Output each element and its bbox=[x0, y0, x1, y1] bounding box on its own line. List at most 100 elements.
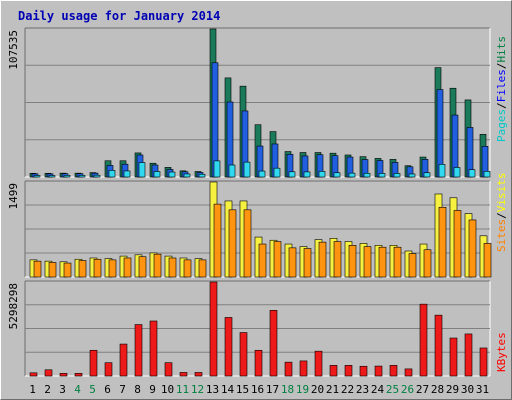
x-tick-label-day-14: 14 bbox=[221, 383, 235, 396]
bar-kbytes-day-27 bbox=[419, 303, 428, 377]
legend-separator: / bbox=[495, 102, 508, 109]
bar-pages-day-27 bbox=[423, 172, 431, 178]
bar-pages-day-9 bbox=[153, 171, 161, 178]
bar-kbytes-day-28 bbox=[434, 314, 443, 377]
x-tick-label-day-23: 23 bbox=[356, 383, 369, 396]
x-tick-label-day-4: 4 bbox=[74, 383, 81, 396]
bar-kbytes-day-22 bbox=[344, 365, 353, 377]
bar-sites-day-4 bbox=[78, 260, 87, 278]
bar-sites-day-14 bbox=[228, 209, 237, 278]
bar-sites-day-5 bbox=[93, 258, 102, 278]
legend-entry-pages: Pages bbox=[495, 109, 508, 142]
bar-sites-day-18 bbox=[288, 247, 297, 278]
bar-sites-day-31 bbox=[483, 243, 492, 278]
bar-pages-day-2 bbox=[48, 175, 56, 178]
bar-sites-day-27 bbox=[423, 249, 432, 278]
bar-sites-day-12 bbox=[198, 259, 207, 278]
bar-pages-day-22 bbox=[348, 172, 356, 178]
x-tick-label-day-2: 2 bbox=[44, 383, 51, 396]
bar-pages-day-14 bbox=[228, 164, 236, 178]
bar-kbytes-day-15 bbox=[239, 332, 248, 377]
x-tick-label-day-8: 8 bbox=[134, 383, 141, 396]
panel-max-label: 1499 bbox=[7, 183, 20, 210]
x-tick-label-day-31: 31 bbox=[476, 383, 489, 396]
bar-sites-day-24 bbox=[378, 246, 387, 278]
bar-sites-day-20 bbox=[318, 241, 327, 278]
bar-sites-day-2 bbox=[48, 262, 57, 278]
bar-pages-day-15 bbox=[243, 161, 251, 178]
x-tick-label-day-16: 16 bbox=[251, 383, 264, 396]
bar-kbytes-day-18 bbox=[284, 361, 293, 377]
x-tick-label-day-15: 15 bbox=[236, 383, 249, 396]
x-tick-label-day-24: 24 bbox=[371, 383, 385, 396]
bar-pages-day-11 bbox=[183, 173, 191, 178]
bar-kbytes-day-5 bbox=[89, 349, 98, 377]
bar-pages-day-12 bbox=[198, 173, 206, 178]
panel-legend: Pages/Files/Hits bbox=[495, 36, 508, 142]
x-tick-label-day-10: 10 bbox=[161, 383, 174, 396]
bar-kbytes-day-14 bbox=[224, 317, 233, 377]
panel-max-label: 5298298 bbox=[7, 283, 20, 329]
bar-pages-day-23 bbox=[363, 172, 371, 178]
x-tick-label-day-12: 12 bbox=[191, 383, 204, 396]
bar-kbytes-day-7 bbox=[119, 343, 128, 377]
bar-pages-day-10 bbox=[168, 171, 176, 178]
bar-kbytes-day-3 bbox=[59, 373, 68, 377]
bar-kbytes-day-10 bbox=[164, 362, 173, 377]
bar-kbytes-day-31 bbox=[479, 347, 488, 377]
bar-kbytes-day-16 bbox=[254, 349, 263, 377]
chart-title: Daily usage for January 2014 bbox=[18, 9, 221, 23]
bar-pages-day-26 bbox=[408, 173, 416, 178]
bar-kbytes-day-20 bbox=[314, 350, 323, 377]
bar-kbytes-day-6 bbox=[104, 362, 113, 377]
x-tick-label-day-29: 29 bbox=[446, 383, 459, 396]
bar-sites-day-11 bbox=[183, 259, 192, 278]
panel-2: 1499 Sites/Visits bbox=[7, 173, 508, 278]
bar-sites-day-15 bbox=[243, 209, 252, 278]
x-tick-label-day-20: 20 bbox=[311, 383, 324, 396]
bar-pages-day-13 bbox=[213, 160, 221, 178]
bar-sites-day-17 bbox=[273, 241, 282, 278]
bar-sites-day-3 bbox=[63, 262, 72, 278]
bar-kbytes-day-19 bbox=[299, 360, 308, 377]
bar-pages-day-1 bbox=[33, 175, 41, 178]
bar-kbytes-day-29 bbox=[449, 337, 458, 377]
bar-kbytes-day-21 bbox=[329, 365, 338, 377]
x-tick-label-day-3: 3 bbox=[59, 383, 66, 396]
x-tick-label-day-13: 13 bbox=[206, 383, 219, 396]
bar-sites-day-22 bbox=[348, 245, 357, 278]
bar-pages-day-6 bbox=[108, 170, 116, 178]
bar-kbytes-day-17 bbox=[269, 310, 278, 377]
bar-pages-day-29 bbox=[453, 167, 461, 178]
bar-kbytes-day-26 bbox=[404, 368, 413, 377]
bar-sites-day-1 bbox=[33, 260, 42, 278]
bar-kbytes-day-13 bbox=[209, 281, 218, 377]
bar-pages-day-18 bbox=[288, 171, 296, 178]
bar-kbytes-day-1 bbox=[29, 372, 38, 377]
x-tick-label-day-6: 6 bbox=[104, 383, 111, 396]
legend-separator: / bbox=[495, 63, 508, 70]
x-tick-label-day-25: 25 bbox=[386, 383, 399, 396]
x-tick-label-day-21: 21 bbox=[326, 383, 339, 396]
x-tick-label-day-7: 7 bbox=[119, 383, 126, 396]
panel-legend: KBytes bbox=[495, 332, 508, 372]
bar-sites-day-19 bbox=[303, 248, 312, 278]
bar-sites-day-29 bbox=[453, 210, 462, 278]
bar-sites-day-7 bbox=[123, 257, 132, 278]
legend-entry-sites: Sites bbox=[495, 219, 508, 252]
bar-kbytes-day-11 bbox=[179, 372, 188, 377]
x-tick-label-day-30: 30 bbox=[461, 383, 474, 396]
panel-legend: Sites/Visits bbox=[495, 173, 508, 253]
bar-pages-day-4 bbox=[78, 175, 86, 178]
bar-pages-day-20 bbox=[318, 171, 326, 178]
bar-kbytes-day-23 bbox=[359, 365, 368, 377]
bar-pages-day-30 bbox=[468, 169, 476, 178]
bar-files-day-28 bbox=[436, 89, 444, 178]
x-tick-label-day-5: 5 bbox=[89, 383, 96, 396]
bar-sites-day-9 bbox=[153, 253, 162, 278]
bar-kbytes-day-2 bbox=[44, 369, 53, 377]
bar-sites-day-6 bbox=[108, 259, 117, 278]
legend-entry-hits: Hits bbox=[495, 36, 508, 63]
x-tick-label-day-11: 11 bbox=[176, 383, 189, 396]
